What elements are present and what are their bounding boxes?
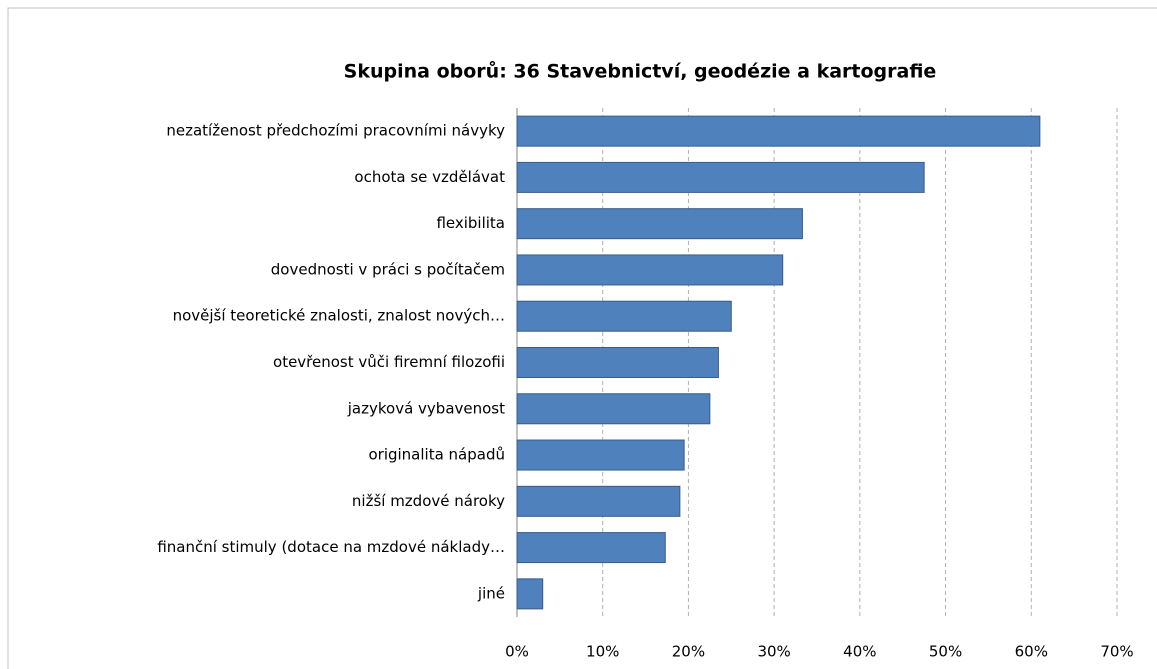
- y-tick-label: finanční stimuly (dotace na mzdové nákla…: [157, 538, 505, 556]
- x-tick-label: 40%: [843, 643, 876, 661]
- chart-title: Skupina oborů: 36 Stavebnictví, geodézie…: [344, 60, 937, 83]
- y-tick-label: novější teoretické znalosti, znalost nov…: [173, 307, 505, 325]
- y-tick-label: originalita nápadů: [368, 446, 505, 464]
- bar: [516, 208, 803, 240]
- y-tick-label: flexibilita: [436, 214, 505, 232]
- y-tick-label: dovednosti v práci s počítačem: [271, 260, 505, 278]
- y-tick-label: nižší mzdové nároky: [352, 492, 505, 510]
- bar: [516, 439, 685, 471]
- bar: [516, 532, 666, 564]
- y-tick-label: jazyková vybavenost: [347, 399, 505, 417]
- x-tick-label: 70%: [1100, 643, 1133, 661]
- y-tick-label: nezatíženost předchozími pracovními návy…: [166, 122, 505, 140]
- x-tick-label: 50%: [929, 643, 962, 661]
- bar: [516, 115, 1041, 147]
- x-tick-label: 30%: [757, 643, 790, 661]
- bar: [516, 347, 719, 378]
- bar: [516, 254, 784, 286]
- x-tick-label: 0%: [505, 643, 529, 661]
- bar: [516, 393, 711, 425]
- x-tick-label: 10%: [586, 643, 619, 661]
- x-tick-label: 20%: [672, 643, 705, 661]
- bar: [516, 578, 544, 610]
- y-tick-label: otevřenost vůči firemní filozofii: [273, 353, 505, 371]
- bar: [516, 485, 681, 517]
- x-tick-label: 60%: [1015, 643, 1048, 661]
- bar: [516, 161, 925, 193]
- chart-border: [7, 7, 1157, 669]
- y-tick-label: jiné: [477, 584, 505, 602]
- bar: [516, 300, 732, 332]
- y-tick-label: ochota se vzdělávat: [354, 168, 505, 186]
